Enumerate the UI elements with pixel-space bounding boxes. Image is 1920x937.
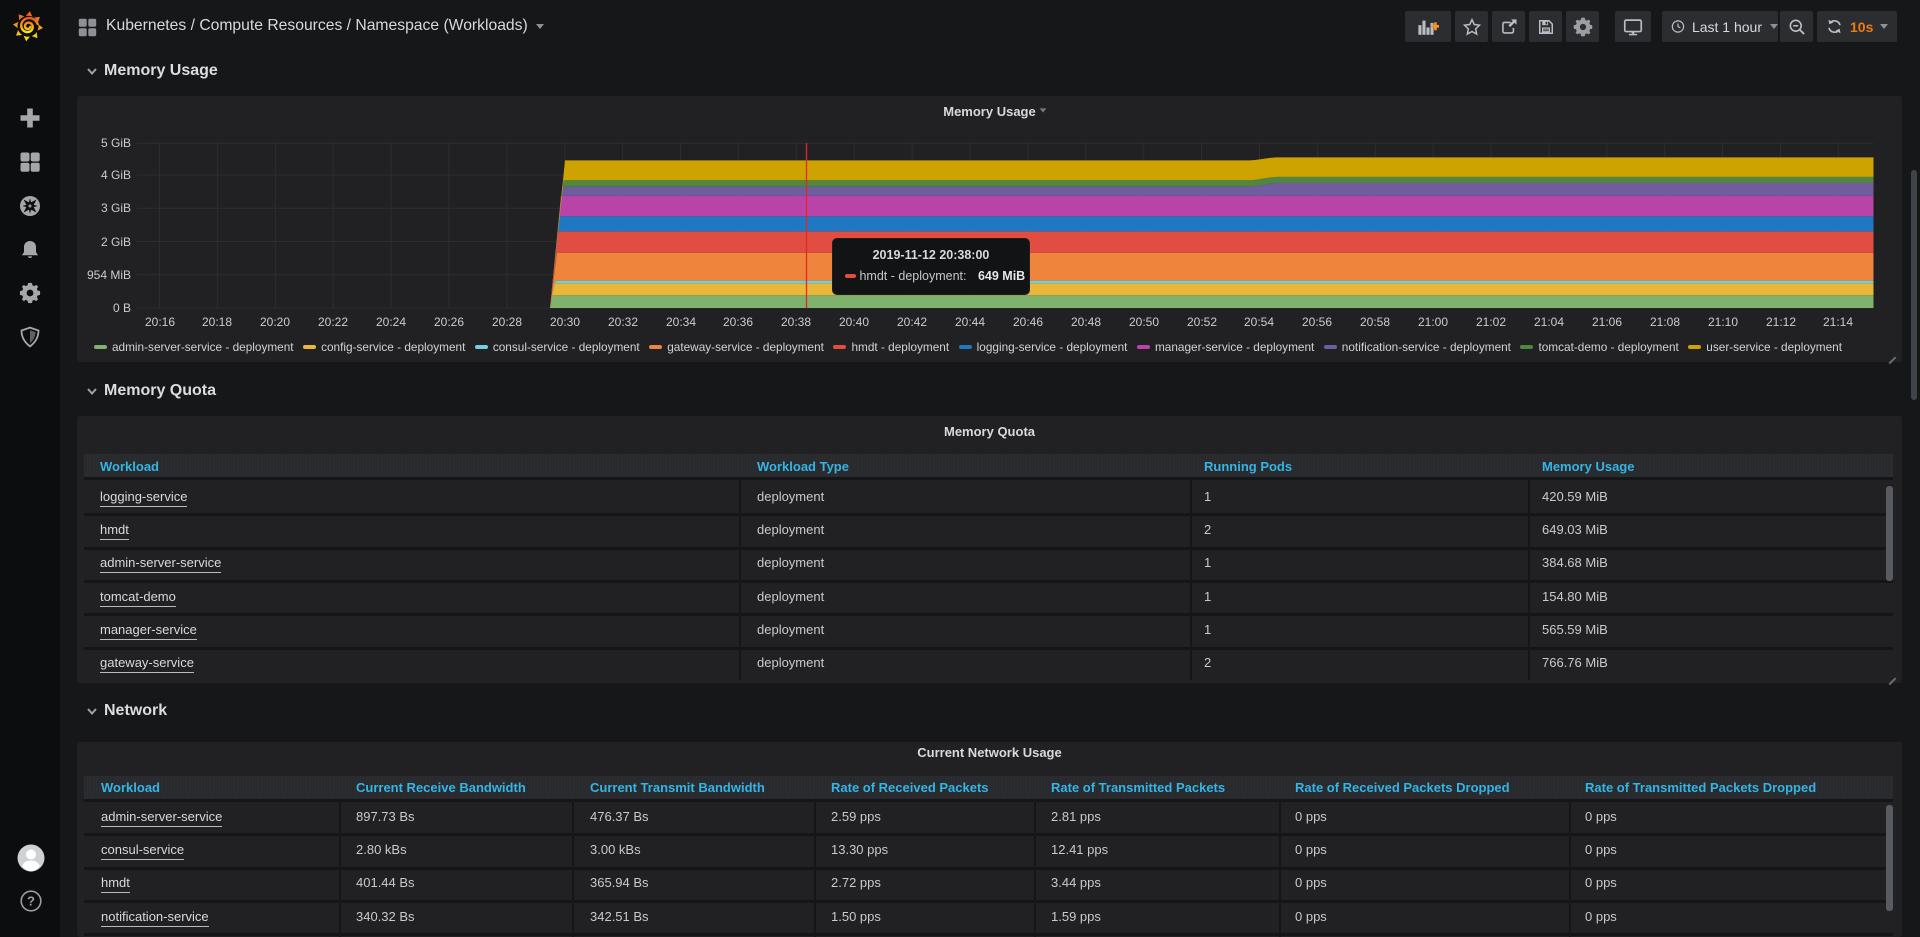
svg-text:20:50: 20:50 (1129, 315, 1159, 329)
svg-text:21:04: 21:04 (1534, 315, 1564, 329)
svg-text:20:20: 20:20 (260, 315, 290, 329)
svg-text:21:06: 21:06 (1592, 315, 1622, 329)
svg-text:20:44: 20:44 (955, 315, 985, 329)
svg-text:3 GiB: 3 GiB (101, 201, 131, 215)
svg-text:20:56: 20:56 (1302, 315, 1332, 329)
svg-text:21:00: 21:00 (1418, 315, 1448, 329)
svg-text:20:32: 20:32 (608, 315, 638, 329)
svg-text:21:10: 21:10 (1708, 315, 1738, 329)
svg-text:20:38: 20:38 (781, 315, 811, 329)
svg-text:20:16: 20:16 (145, 315, 175, 329)
svg-text:21:02: 21:02 (1476, 315, 1506, 329)
svg-text:20:30: 20:30 (550, 315, 580, 329)
svg-text:21:08: 21:08 (1650, 315, 1680, 329)
svg-text:20:46: 20:46 (1013, 315, 1043, 329)
svg-text:20:54: 20:54 (1244, 315, 1274, 329)
svg-text:20:36: 20:36 (723, 315, 753, 329)
svg-text:4 GiB: 4 GiB (101, 168, 131, 182)
svg-text:20:40: 20:40 (839, 315, 869, 329)
svg-text:20:26: 20:26 (434, 315, 464, 329)
svg-text:20:22: 20:22 (318, 315, 348, 329)
svg-text:20:58: 20:58 (1360, 315, 1390, 329)
svg-text:21:12: 21:12 (1766, 315, 1796, 329)
svg-text:20:28: 20:28 (492, 315, 522, 329)
svg-text:20:52: 20:52 (1187, 315, 1217, 329)
svg-text:20:24: 20:24 (376, 315, 406, 329)
svg-text:2 GiB: 2 GiB (101, 235, 131, 249)
svg-text:21:14: 21:14 (1823, 315, 1853, 329)
svg-text:20:34: 20:34 (666, 315, 696, 329)
svg-text:20:48: 20:48 (1071, 315, 1101, 329)
svg-text:20:42: 20:42 (897, 315, 927, 329)
svg-text:20:18: 20:18 (202, 315, 232, 329)
svg-text:5 GiB: 5 GiB (101, 136, 131, 150)
svg-text:954 MiB: 954 MiB (87, 268, 131, 282)
svg-text:?: ? (27, 894, 35, 909)
svg-text:0 B: 0 B (113, 301, 131, 315)
